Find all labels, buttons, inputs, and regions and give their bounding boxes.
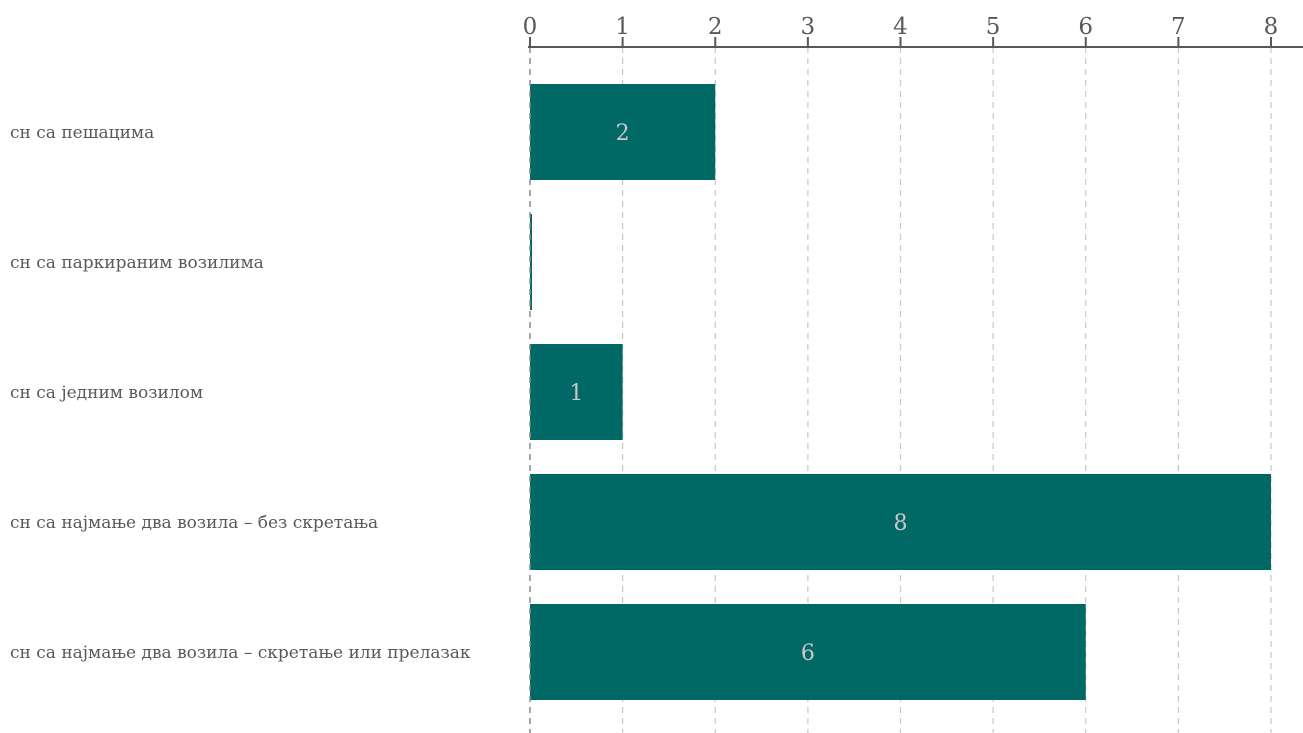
tick-label-8: 8 <box>1264 14 1279 40</box>
tick-label-7: 7 <box>1171 14 1186 40</box>
category-label-4: сн са најмање два возила – без скретања <box>10 513 378 533</box>
data-labels: 2 1 8 6 <box>569 121 907 666</box>
x-axis <box>528 46 1303 733</box>
data-label-1: 2 <box>616 121 630 146</box>
tick-label-3: 3 <box>801 14 816 40</box>
bar-1 <box>530 84 716 180</box>
data-label-5: 6 <box>801 641 815 666</box>
tick-label-0: 0 <box>523 14 538 40</box>
category-labels: сн са пешацима сн са паркираним возилима с… <box>10 123 471 663</box>
bars <box>530 84 1271 700</box>
tick-label-2: 2 <box>708 14 723 40</box>
category-label-5: сн са најмање два возила – скретање или … <box>10 643 471 663</box>
data-label-3: 1 <box>569 381 583 406</box>
bar-3 <box>530 344 623 440</box>
category-label-3: сн са једним возилом <box>10 383 203 403</box>
tick-label-1: 1 <box>615 14 630 40</box>
category-label-2: сн са паркираним возилима <box>10 253 264 273</box>
tick-label-6: 6 <box>1078 14 1093 40</box>
bar-4 <box>530 474 1271 570</box>
category-label-1: сн са пешацима <box>10 123 154 143</box>
tick-label-5: 5 <box>986 14 1001 40</box>
bar-2 <box>530 214 532 310</box>
data-label-4: 8 <box>894 511 908 536</box>
tick-label-4: 4 <box>893 14 908 40</box>
bar-5 <box>530 604 1086 700</box>
x-axis-ticks: 0 1 2 3 4 5 6 7 8 <box>523 14 1279 47</box>
